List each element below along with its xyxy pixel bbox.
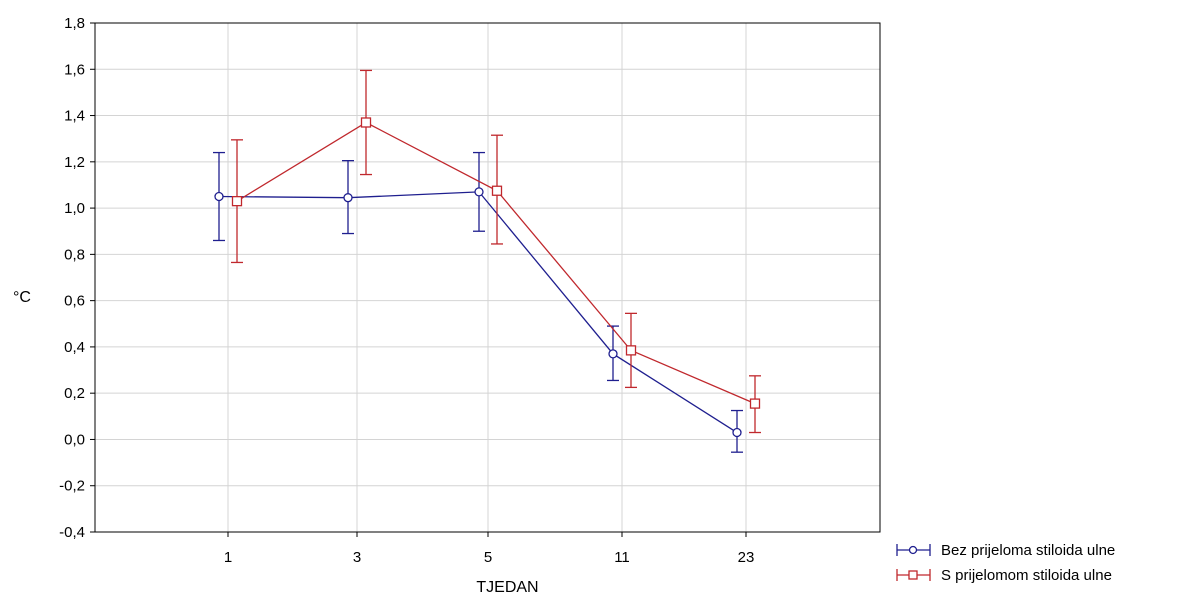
legend-label: Bez prijeloma stiloida ulne: [941, 542, 1115, 559]
series-line: [218, 191, 738, 434]
y-tick-label: -0,2: [59, 478, 85, 495]
data-point: [343, 193, 353, 203]
x-tick-label: 5: [484, 549, 492, 566]
legend-item-1: Bez prijeloma stiloida ulne: [896, 542, 1115, 559]
y-tick-label: 0,8: [64, 246, 85, 263]
y-tick-label: 1,0: [64, 200, 85, 217]
y-axis-ticks: -0,4 -0,2 0,0 0,2 0,4 0,6 0,8 1,0 1,2 1,4 1,6 1,8: [59, 15, 95, 541]
series-2: [231, 69, 761, 434]
series-layer: [213, 69, 761, 453]
data-point: [231, 195, 243, 207]
legend-marker: [908, 545, 918, 555]
data-point: [360, 117, 372, 128]
x-tick-label: 11: [614, 549, 630, 566]
data-point: [608, 349, 618, 359]
y-tick-label: 0,0: [64, 431, 85, 448]
legend: Bez prijeloma stiloida ulne S prijelomom …: [896, 542, 1115, 584]
grid: [95, 22, 880, 533]
x-axis-title: TJEDAN: [476, 579, 538, 596]
y-tick-label: 0,2: [64, 385, 85, 402]
x-tick-label: 23: [738, 549, 755, 566]
data-point: [474, 187, 484, 197]
y-tick-label: 1,8: [64, 15, 85, 32]
x-axis-ticks: 1 3 5 11 23: [224, 532, 755, 566]
y-tick-label: 1,2: [64, 154, 85, 171]
data-point: [214, 191, 224, 202]
y-axis-title: °C: [13, 289, 31, 306]
y-tick-label: 0,4: [64, 339, 85, 356]
legend-marker: [908, 570, 918, 580]
y-tick-label: 1,4: [64, 108, 85, 125]
data-point: [625, 345, 637, 356]
series-1: [213, 151, 743, 453]
data-point: [491, 185, 503, 196]
data-point: [732, 427, 742, 438]
x-tick-label: 3: [353, 549, 361, 566]
legend-item-2: S prijelomom stiloida ulne: [896, 567, 1112, 584]
y-tick-label: 1,6: [64, 61, 85, 78]
series-line: [236, 121, 756, 405]
y-tick-label: 0,6: [64, 293, 85, 310]
y-tick-label: -0,4: [59, 524, 85, 541]
legend-label: S prijelomom stiloida ulne: [941, 567, 1112, 584]
data-point: [749, 398, 761, 409]
x-tick-label: 1: [224, 549, 232, 566]
